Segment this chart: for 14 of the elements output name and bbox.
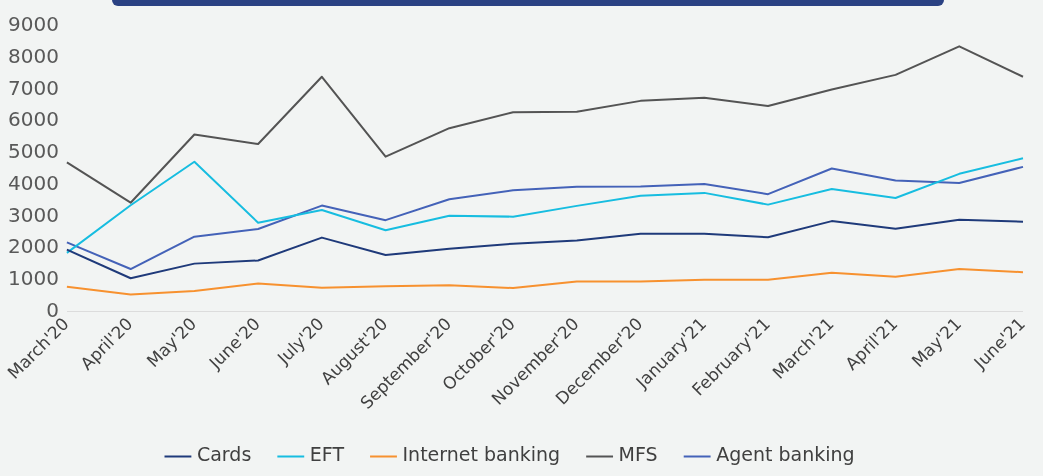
y-tick-label: 9000	[7, 12, 59, 37]
y-tick-label: 3000	[7, 202, 59, 227]
y-tick-label: 2000	[7, 234, 59, 259]
y-tick-label: 1000	[7, 266, 59, 291]
legend-label: Internet banking	[402, 443, 561, 466]
legend-label: Agent banking	[716, 443, 855, 466]
legend-label: Cards	[196, 443, 252, 466]
legend-label: EFT	[309, 443, 345, 466]
legend-label: MFS	[618, 443, 658, 466]
y-tick-label: 4000	[7, 170, 59, 195]
y-tick-label: 6000	[7, 107, 59, 132]
y-tick-label: 5000	[7, 139, 59, 164]
y-tick-label: 7000	[7, 75, 59, 100]
y-tick-label: 8000	[7, 43, 59, 68]
